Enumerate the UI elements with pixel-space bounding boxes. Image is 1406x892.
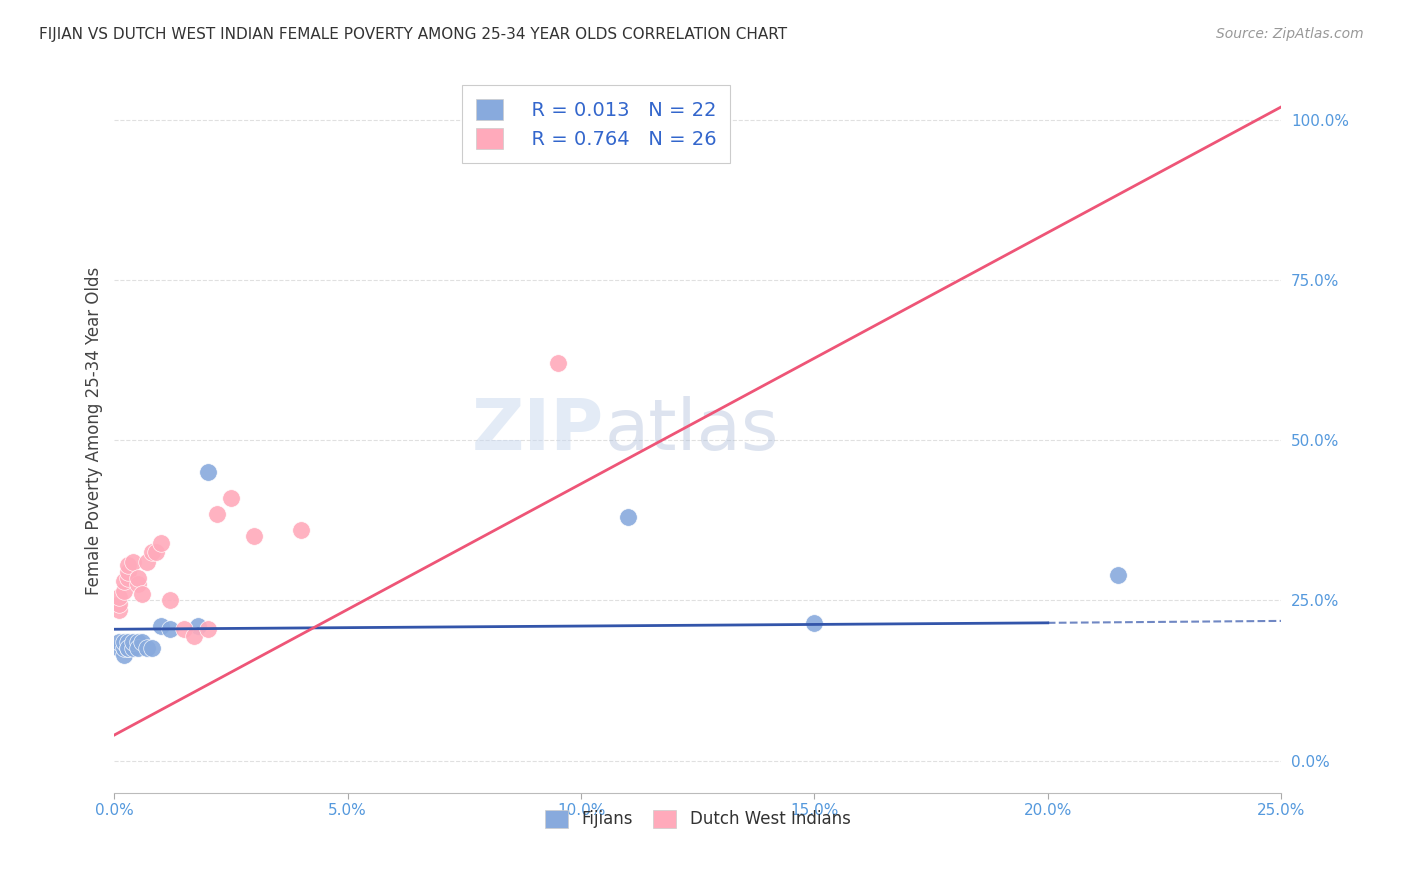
Point <box>136 641 159 656</box>
Point <box>616 510 638 524</box>
Point <box>150 535 173 549</box>
Point <box>141 545 163 559</box>
Point <box>112 648 135 662</box>
Point <box>108 603 131 617</box>
Text: FIJIAN VS DUTCH WEST INDIAN FEMALE POVERTY AMONG 25-34 YEAR OLDS CORRELATION CHA: FIJIAN VS DUTCH WEST INDIAN FEMALE POVER… <box>39 27 787 42</box>
Point <box>197 465 219 479</box>
Point <box>219 491 242 505</box>
Point <box>187 619 209 633</box>
Point <box>112 641 135 656</box>
Point <box>117 635 139 649</box>
Point <box>159 593 181 607</box>
Point <box>112 583 135 598</box>
Point <box>112 574 135 589</box>
Point <box>122 555 145 569</box>
Point <box>108 641 131 656</box>
Point <box>159 622 181 636</box>
Point <box>127 635 149 649</box>
Point <box>1107 567 1129 582</box>
Point <box>117 641 139 656</box>
Point <box>205 507 228 521</box>
Point <box>108 635 131 649</box>
Legend: Fijians, Dutch West Indians: Fijians, Dutch West Indians <box>538 803 858 835</box>
Point <box>122 635 145 649</box>
Point <box>108 591 131 605</box>
Point <box>547 356 569 370</box>
Point <box>290 523 312 537</box>
Point <box>122 641 145 656</box>
Y-axis label: Female Poverty Among 25-34 Year Olds: Female Poverty Among 25-34 Year Olds <box>86 267 103 595</box>
Point <box>145 545 167 559</box>
Text: ZIP: ZIP <box>472 396 605 465</box>
Point <box>117 565 139 579</box>
Point <box>127 571 149 585</box>
Text: atlas: atlas <box>605 396 779 465</box>
Point <box>136 555 159 569</box>
Point <box>131 587 153 601</box>
Point <box>127 641 149 656</box>
Point <box>141 641 163 656</box>
Point <box>150 619 173 633</box>
Point <box>197 622 219 636</box>
Point <box>108 597 131 611</box>
Point <box>664 119 686 133</box>
Point <box>131 635 153 649</box>
Point <box>117 571 139 585</box>
Text: Source: ZipAtlas.com: Source: ZipAtlas.com <box>1216 27 1364 41</box>
Point <box>243 529 266 543</box>
Point <box>803 615 825 630</box>
Point <box>112 635 135 649</box>
Point <box>183 629 205 643</box>
Point <box>117 558 139 573</box>
Point <box>117 641 139 656</box>
Point <box>127 577 149 591</box>
Point <box>173 622 195 636</box>
